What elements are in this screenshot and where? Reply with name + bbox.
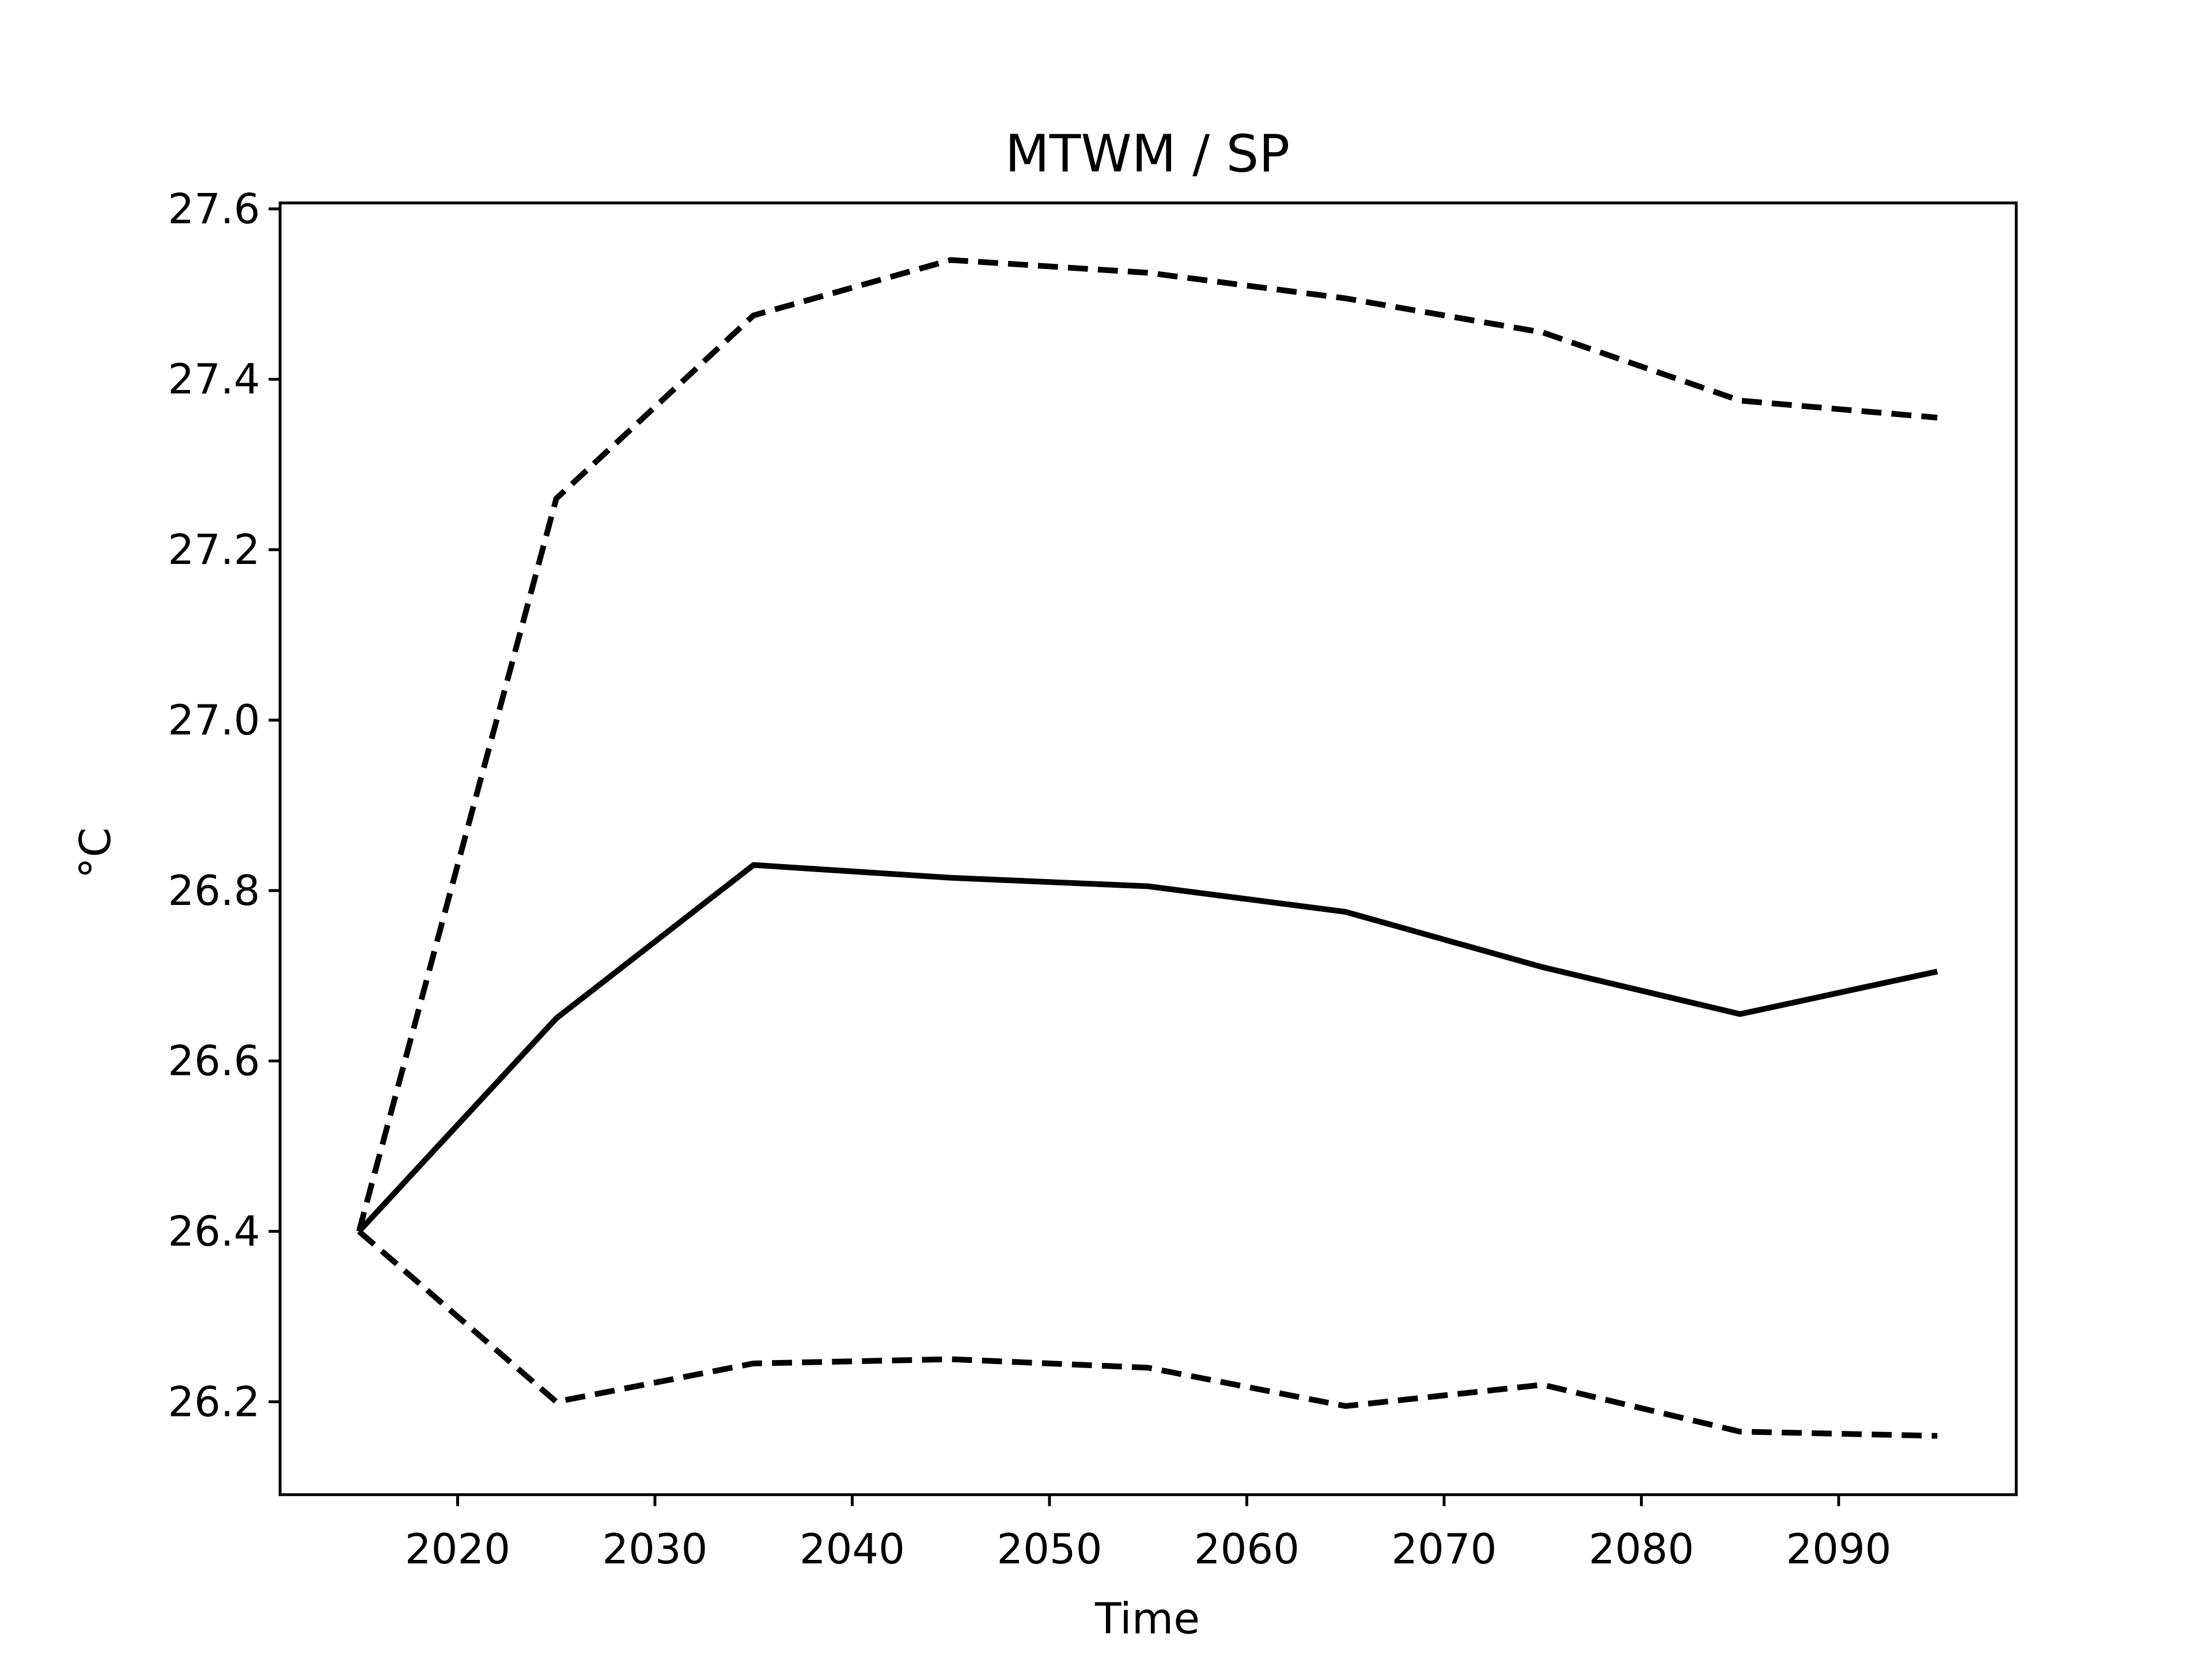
line-series [357, 1229, 1938, 1439]
x-tick-label: 2070 [1391, 1525, 1497, 1573]
y-tick-label: 27.6 [168, 184, 260, 233]
x-tick-label: 2020 [405, 1525, 510, 1573]
x-tick-label: 2030 [602, 1525, 707, 1573]
y-tick-label: 26.6 [168, 1037, 260, 1085]
chart-title: MTWM / SP [1005, 124, 1290, 184]
y-tick-label: 26.2 [168, 1377, 260, 1426]
y-tick-label: 27.0 [168, 696, 260, 744]
y-axis-label: °C [70, 827, 120, 878]
x-tick-label: 2040 [800, 1525, 905, 1573]
y-tick-label: 26.4 [168, 1207, 260, 1255]
x-tick-label: 2080 [1589, 1525, 1694, 1573]
y-tick-label: 26.8 [168, 866, 260, 915]
line-series [356, 257, 1938, 1232]
line-series [357, 862, 1938, 1234]
x-tick-label: 2090 [1786, 1525, 1891, 1573]
x-axis-label: Time [1094, 1593, 1200, 1643]
y-tick-label: 27.4 [168, 355, 260, 403]
y-tick-label: 27.2 [168, 525, 260, 574]
plot-frame [278, 201, 2018, 1497]
x-tick-label: 2060 [1194, 1525, 1300, 1573]
x-tick-label: 2050 [997, 1525, 1102, 1573]
